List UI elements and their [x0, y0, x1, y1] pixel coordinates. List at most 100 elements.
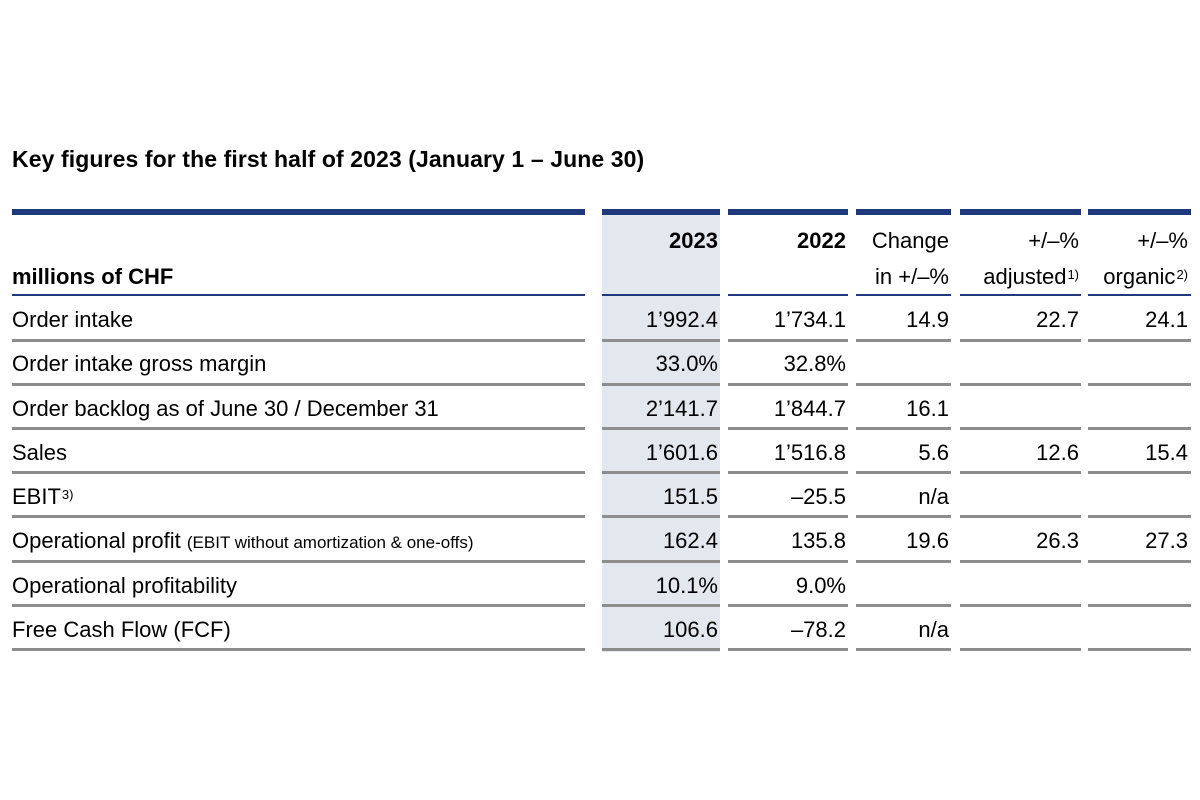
row-separator	[856, 339, 951, 342]
table-row-sales: Sales 1’601.6 1’516.8 5.6 12.6 15.4	[0, 431, 1200, 475]
header-organic-text: organic	[1103, 264, 1176, 289]
header-2023: 2023	[669, 228, 718, 253]
value-adjusted	[960, 475, 1079, 519]
value-2022: 9.0%	[795, 573, 846, 598]
row-separator	[856, 471, 951, 474]
header-2022: 2022	[797, 228, 846, 253]
row-separator	[12, 560, 585, 563]
header-adjusted-line2: adjusted1)	[960, 260, 1079, 294]
value-2022: –25.5	[790, 484, 846, 509]
table-row-order-backlog: Order backlog as of June 30 / December 3…	[0, 387, 1200, 431]
value-change: 5.6	[918, 440, 949, 465]
row-label: EBIT3)	[12, 475, 73, 519]
row-separator	[12, 383, 585, 386]
value-organic	[1088, 475, 1188, 519]
value-2023: 151.5	[662, 484, 718, 509]
value-organic: 15.4	[1145, 440, 1188, 465]
row-label-note: (EBIT without amortization & one-offs)	[186, 533, 474, 552]
header-adjusted-line1: +/–%	[1028, 228, 1079, 253]
header-change-line2: in +/–%	[875, 264, 949, 289]
row-separator	[728, 604, 848, 607]
value-change	[856, 564, 949, 608]
row-separator	[12, 515, 585, 518]
value-adjusted: 12.6	[1036, 440, 1079, 465]
row-separator	[12, 427, 585, 430]
row-separator	[1088, 560, 1191, 563]
value-organic	[1088, 342, 1188, 386]
row-label: Order intake	[12, 307, 134, 332]
value-change: n/a	[918, 484, 949, 509]
row-separator	[856, 383, 951, 386]
row-label: Order intake gross margin	[12, 351, 267, 376]
row-separator	[856, 515, 951, 518]
unit-label: millions of CHF	[12, 264, 174, 289]
top-rule-organic	[1088, 209, 1191, 215]
header-rule-2022	[728, 294, 848, 296]
row-separator	[960, 515, 1081, 518]
row-separator	[1088, 648, 1191, 651]
row-separator	[602, 560, 720, 563]
row-separator	[856, 604, 951, 607]
row-separator	[856, 648, 951, 651]
table-row-ebit: EBIT3) 151.5 –25.5 n/a	[0, 475, 1200, 519]
value-2022: 1’734.1	[773, 307, 846, 332]
value-adjusted	[960, 608, 1079, 652]
value-2023: 106.6	[662, 617, 718, 642]
value-change: 16.1	[906, 396, 949, 421]
footnote-marker: 1)	[1067, 267, 1079, 282]
row-label: Free Cash Flow (FCF)	[12, 617, 231, 642]
row-label: Sales	[12, 440, 68, 465]
value-2022: –78.2	[790, 617, 846, 642]
row-separator	[12, 339, 585, 342]
value-2022: 135.8	[790, 528, 846, 553]
value-change: 19.6	[906, 528, 949, 553]
header-organic-line1: +/–%	[1137, 228, 1188, 253]
row-separator	[960, 604, 1081, 607]
row-separator	[602, 648, 720, 651]
header-rule-adjusted	[960, 294, 1081, 296]
row-separator	[960, 648, 1081, 651]
row-label-text: EBIT	[12, 484, 61, 509]
row-separator	[12, 471, 585, 474]
value-organic	[1088, 608, 1188, 652]
row-separator	[1088, 339, 1191, 342]
value-organic	[1088, 387, 1188, 431]
table-row-operational-profitability: Operational profitability 10.1% 9.0%	[0, 564, 1200, 608]
row-separator	[728, 383, 848, 386]
row-separator	[960, 339, 1081, 342]
row-label: Operational profit (EBIT without amortiz…	[12, 519, 474, 563]
header-rule-organic	[1088, 294, 1191, 296]
row-separator	[602, 383, 720, 386]
table-row-order-intake: Order intake 1’992.4 1’734.1 14.9 22.7 2…	[0, 298, 1200, 342]
row-separator	[856, 427, 951, 430]
header-rule-2023	[602, 294, 720, 296]
highlight-column-2023	[602, 209, 720, 652]
top-rule-2022	[728, 209, 848, 215]
row-separator	[728, 471, 848, 474]
value-2022: 1’516.8	[773, 440, 846, 465]
row-separator	[1088, 515, 1191, 518]
value-2023: 10.1%	[655, 573, 718, 598]
row-separator	[728, 339, 848, 342]
value-2023: 1’601.6	[645, 440, 718, 465]
table-row-order-intake-gross-margin: Order intake gross margin 33.0% 32.8%	[0, 342, 1200, 386]
value-organic: 24.1	[1145, 307, 1188, 332]
value-adjusted	[960, 342, 1079, 386]
row-separator	[960, 471, 1081, 474]
row-separator	[960, 427, 1081, 430]
table-row-free-cash-flow: Free Cash Flow (FCF) 106.6 –78.2 n/a	[0, 608, 1200, 652]
page-title: Key figures for the first half of 2023 (…	[12, 146, 645, 172]
value-2023: 2’141.7	[645, 396, 718, 421]
header-organic-line2: organic2)	[1088, 260, 1188, 294]
row-separator	[960, 383, 1081, 386]
top-rule-change	[856, 209, 951, 215]
row-separator	[12, 648, 585, 651]
footnote-marker: 3)	[61, 487, 74, 502]
row-separator	[12, 604, 585, 607]
value-organic	[1088, 564, 1188, 608]
value-2023: 33.0%	[655, 351, 718, 376]
row-separator	[602, 604, 720, 607]
value-2023: 162.4	[662, 528, 718, 553]
value-adjusted: 26.3	[1036, 528, 1079, 553]
